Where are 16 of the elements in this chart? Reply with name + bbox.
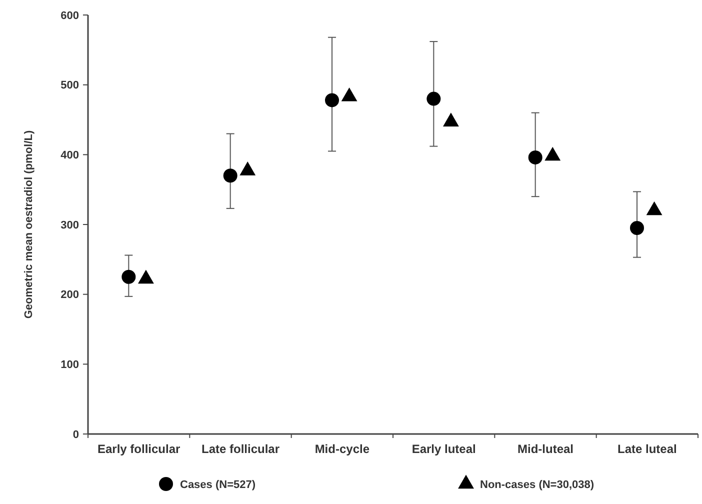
legend-label: Non-cases (N=30,038): [480, 478, 594, 491]
y-tick-label: 300: [60, 219, 79, 232]
x-tick-label: Late luteal: [617, 442, 677, 456]
y-tick-label: 200: [60, 289, 79, 302]
y-tick-label: 600: [60, 10, 79, 22]
x-tick-label: Early luteal: [412, 442, 476, 456]
y-tick-label: 0: [72, 428, 79, 441]
x-tick-label: Mid-luteal: [518, 442, 574, 456]
x-tick-label: Early follicular: [97, 442, 181, 456]
y-tick-label: 100: [60, 359, 79, 372]
y-tick-label: 500: [60, 80, 79, 92]
legend-label: Cases (N=527): [180, 478, 256, 491]
y-axis-title: Geometric mean oestradiol (pmol/L): [23, 130, 35, 319]
x-tick-label: Late follicular: [201, 442, 280, 456]
x-tick-label: Mid-cycle: [314, 442, 370, 456]
y-tick-label: 400: [60, 150, 79, 162]
